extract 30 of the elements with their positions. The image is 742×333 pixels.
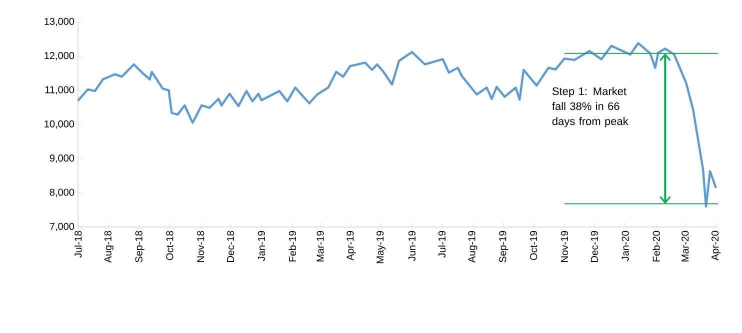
x-tick-label: Sep-18 <box>135 230 144 262</box>
x-tick-label: Oct-19 <box>530 230 538 260</box>
x-tick-label: Aug-19 <box>468 231 478 263</box>
x-tick-label: Dec-18 <box>226 230 234 262</box>
x-tick-label: Nov-19 <box>560 231 568 262</box>
x-tick-label: Jul-19 <box>438 231 446 258</box>
x-tick-label: Jun-19 <box>408 231 416 261</box>
x-tick-label: Mar-19 <box>316 231 324 262</box>
x-tick-label: Jan-20 <box>622 230 629 261</box>
annotation: Step 1: Market fall 38% in 66 days from peak <box>552 87 628 128</box>
x-tick-label: Oct-18 <box>166 230 174 260</box>
y-tick-label: 7,000 <box>50 222 74 232</box>
y-tick-label: 13,000 <box>44 18 74 26</box>
y-tick-label: 12,000 <box>44 52 74 60</box>
x-tick-label: Apr-19 <box>346 231 356 261</box>
y-tick-label: 9,000 <box>50 154 74 163</box>
x-tick-label: Aug-18 <box>104 230 114 263</box>
x-tick-label: Nov-18 <box>197 230 204 262</box>
x-tick-label: Feb-19 <box>288 231 296 262</box>
x-tick-label: Mar-20 <box>682 230 689 262</box>
x-tick-label: Jan-19 <box>258 231 265 261</box>
y-tick-label: 11,000 <box>45 86 74 94</box>
x-tick-label: Sep-19 <box>499 231 508 262</box>
y-tick-label: 10,000 <box>44 120 74 129</box>
x-tick-label: Jul-18 <box>74 230 82 258</box>
x-tick-label: Feb-20 <box>652 230 660 262</box>
x-tick-label: Apr-20 <box>711 230 721 261</box>
x-tick-label: Dec-19 <box>590 231 598 262</box>
x-tick-label: May-19 <box>376 231 386 264</box>
y-tick-label: 8,000 <box>50 188 74 197</box>
